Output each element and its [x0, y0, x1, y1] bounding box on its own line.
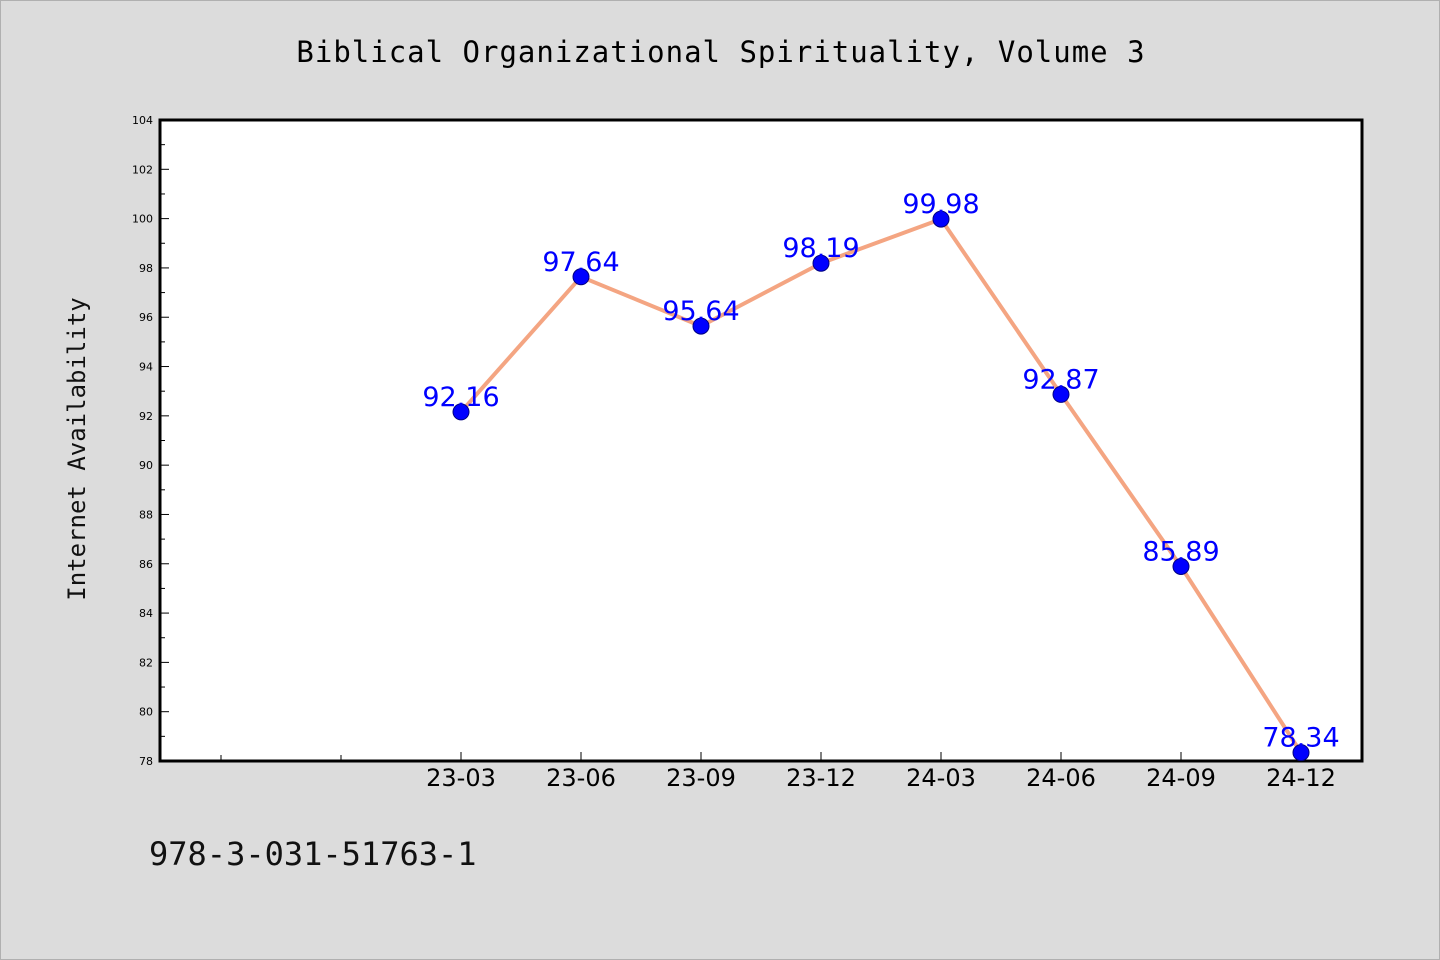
data-point — [692, 317, 710, 335]
data-point — [1052, 385, 1070, 403]
data-label: 97.64 — [542, 247, 619, 278]
data-point — [452, 403, 470, 421]
data-point — [1172, 557, 1190, 575]
y-tick-label: 96 — [139, 311, 153, 324]
y-tick-label: 80 — [139, 706, 153, 719]
chart-title: Biblical Organizational Spirituality, Vo… — [296, 35, 1146, 69]
data-label: 99.98 — [902, 189, 979, 220]
y-tick-label: 82 — [139, 656, 153, 669]
y-tick-label: 100 — [132, 213, 153, 226]
x-tick-label: 23-03 — [426, 764, 496, 792]
data-point — [812, 254, 830, 272]
data-label: 98.19 — [782, 233, 859, 264]
y-tick-label: 78 — [139, 755, 153, 768]
data-point — [932, 210, 950, 228]
y-tick-label: 94 — [139, 361, 153, 374]
data-point — [572, 268, 590, 286]
x-tick-label: 24-06 — [1026, 764, 1096, 792]
plot-area — [158, 118, 1364, 763]
x-tick-label: 24-09 — [1146, 764, 1216, 792]
data-label: 95.64 — [662, 296, 739, 327]
x-tick-label: 23-06 — [546, 764, 616, 792]
y-tick-label: 92 — [139, 410, 153, 423]
data-label: 92.16 — [422, 382, 499, 413]
data-label: 78.34 — [1262, 723, 1339, 754]
data-label: 92.87 — [1022, 364, 1099, 395]
series-line — [459, 217, 1303, 754]
y-tick-label: 104 — [132, 114, 153, 127]
isbn-code: 978-3-031-51763-1 — [149, 835, 477, 873]
y-tick-label: 102 — [132, 163, 153, 176]
y-tick-label: 90 — [139, 459, 153, 472]
y-tick-label: 84 — [139, 607, 153, 620]
data-label: 85.89 — [1142, 536, 1219, 567]
x-tick-label: 23-09 — [666, 764, 736, 792]
y-tick-label: 86 — [139, 558, 153, 571]
data-point — [1292, 744, 1310, 762]
y-tick-label: 88 — [139, 508, 153, 521]
x-tick-label: 24-03 — [906, 764, 976, 792]
x-tick-label: 24-12 — [1266, 764, 1336, 792]
y-tick-label: 98 — [139, 262, 153, 275]
x-tick-label: 23-12 — [786, 764, 856, 792]
